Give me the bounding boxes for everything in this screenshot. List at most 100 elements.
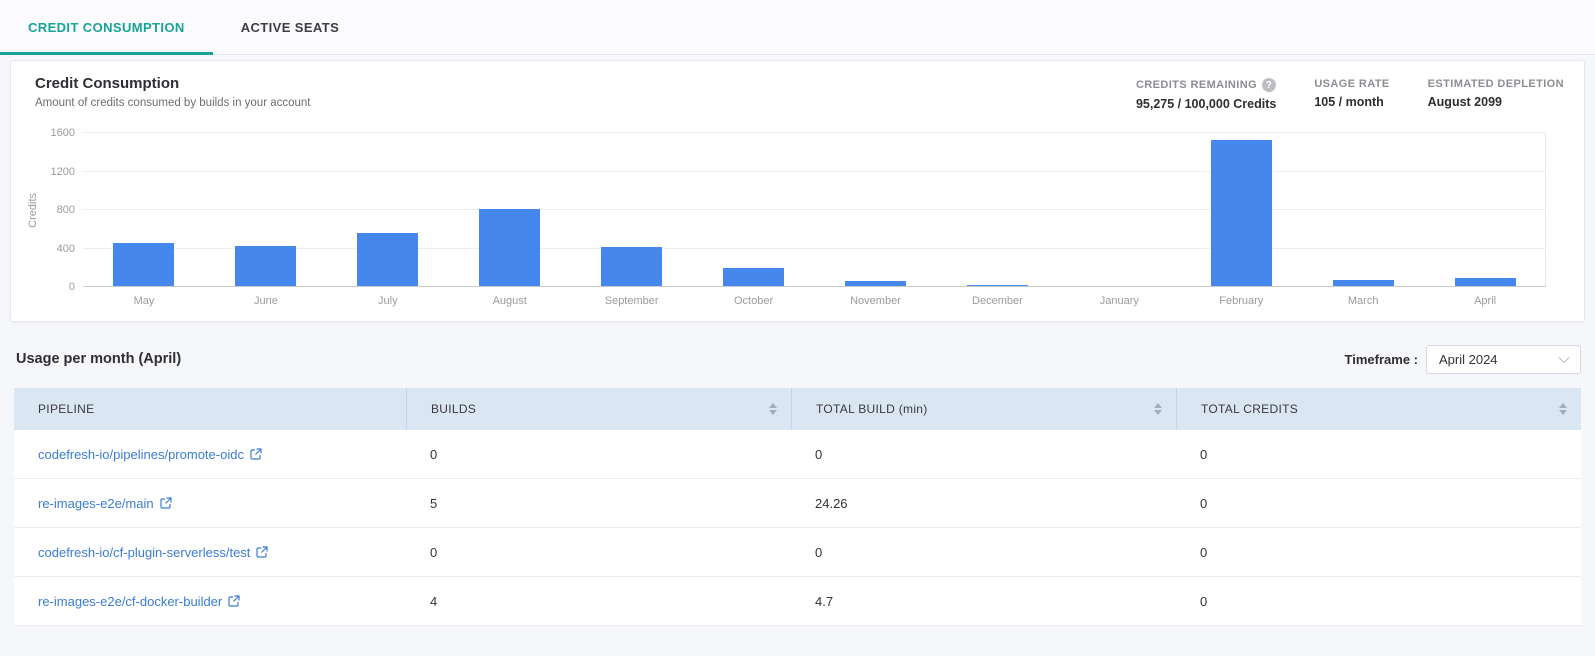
y-axis-ticks: 0 400 800 1200 1600 [41,127,83,293]
usage-stats: CREDITS REMAINING ? 95,275 / 100,000 Cre… [1136,75,1564,111]
pipeline-link[interactable]: re-images-e2e/cf-docker-builder [38,594,240,609]
sort-icon[interactable] [1154,403,1162,415]
usage-section-header: Usage per month (April) Timeframe : Apri… [0,344,1595,374]
x-axis-tick-label: March [1347,295,1379,307]
x-axis-tick-label: August [492,295,527,307]
column-header-total-credits[interactable]: TOTAL CREDITS [1176,388,1581,430]
y-axis-title: Credits [27,192,39,228]
x-axis-tick-label: April [1474,295,1497,307]
column-header-builds[interactable]: BUILDS [406,388,791,430]
stat-credits-remaining: CREDITS REMAINING ? 95,275 / 100,000 Cre… [1136,78,1276,111]
table-row: codefresh-io/pipelines/promote-oidc 0 0 … [14,430,1581,479]
chart-header: Credit Consumption Amount of credits con… [25,75,1564,111]
usage-table: PIPELINE BUILDS TOTAL BUILD (min) TOTAL … [14,388,1581,626]
total-build-cell: 24.26 [815,495,848,511]
gridline [83,286,1546,287]
pipeline-link[interactable]: codefresh-io/pipelines/promote-oidc [38,447,262,462]
chart-subtitle: Amount of credits consumed by builds in … [35,97,311,109]
sort-icon[interactable] [1559,403,1567,415]
column-header-pipeline[interactable]: PIPELINE [14,388,406,430]
chart-plot-area [83,132,1546,287]
total-build-cell: 0 [815,544,823,560]
table-row: re-images-e2e/main 5 24.26 0 [14,479,1581,528]
builds-cell: 0 [430,544,438,560]
pipeline-link[interactable]: codefresh-io/cf-plugin-serverless/test [38,544,269,560]
external-link-icon [228,595,240,607]
stat-usage-rate-label: USAGE RATE [1314,78,1390,90]
x-axis-tick-label: June [253,295,278,307]
y-axis-tick-label: 800 [56,204,75,216]
bar-august [479,209,541,287]
chart-title: Credit Consumption [35,75,180,92]
table-row: codefresh-io/cf-plugin-serverless/test 0… [14,528,1581,577]
credit-consumption-bar-chart: Credits 0 400 800 1200 1600 May June July Augus… [25,127,1564,315]
timeframe-select[interactable]: April 2024 [1426,344,1581,374]
stat-estimated-depletion: ESTIMATED DEPLETION August 2099 [1428,78,1564,111]
sort-icon[interactable] [769,403,777,415]
timeframe-selected-value: April 2024 [1439,351,1498,367]
x-axis-tick-label: January [1099,295,1139,307]
tab-active-seats[interactable]: ACTIVE SEATS [240,19,340,35]
pipeline-link[interactable]: re-images-e2e/main [38,496,172,511]
pipeline-name: codefresh-io/pipelines/promote-oidc [38,446,244,462]
timeframe-control: Timeframe : April 2024 [1344,344,1581,374]
pipeline-name: codefresh-io/cf-plugin-serverless/test [38,544,251,560]
bar-march [1332,280,1394,287]
builds-cell: 0 [430,446,438,462]
external-link-icon [250,448,262,460]
total-credits-cell: 0 [1200,446,1208,462]
usage-section-title: Usage per month (April) [16,351,182,367]
y-axis-tick-label: 1200 [50,165,75,178]
x-axis-tick-label: November [850,295,901,307]
column-header-total-build[interactable]: TOTAL BUILD (min) [791,388,1176,430]
chevron-down-icon [1558,353,1570,366]
gridline [83,170,1546,172]
builds-cell: 5 [430,495,438,511]
x-axis-tick-label: July [378,295,398,307]
pipeline-name: re-images-e2e/cf-docker-builder [38,593,223,609]
x-axis-tick-label: February [1219,295,1264,307]
stat-estimated-depletion-label: ESTIMATED DEPLETION [1427,78,1564,90]
external-link-icon [256,546,269,558]
help-icon[interactable]: ? [1262,78,1277,92]
tab-credit-consumption[interactable]: CREDIT CONSUMPTION [0,0,213,55]
y-axis-tick-label: 400 [56,242,75,255]
table-header-row: PIPELINE BUILDS TOTAL BUILD (min) TOTAL … [14,388,1581,430]
gridline [83,247,1546,249]
stat-credits-remaining-label: CREDITS REMAINING [1135,79,1258,91]
x-axis-tick-label: December [972,295,1023,307]
bar-september [601,246,663,287]
bar-november [845,280,906,287]
x-axis-labels: May June July August September October Novembe… [83,295,1546,307]
pipeline-name: re-images-e2e/main [38,495,154,511]
stat-estimated-depletion-value: August 2099 [1427,95,1502,109]
y-axis-tick-label: 0 [68,281,75,293]
bar-may [113,242,175,287]
bar-june [235,245,297,287]
builds-cell: 4 [430,593,438,609]
chart-bars [83,133,1546,287]
bar-october [723,267,785,287]
total-build-cell: 0 [815,446,823,462]
tab-bar: CREDIT CONSUMPTION ACTIVE SEATS [0,0,1595,55]
column-header-builds-label: BUILDS [431,402,477,416]
gridline [83,209,1546,210]
x-axis-tick-label: October [734,295,774,307]
bar-february [1210,139,1272,287]
stat-usage-rate-value: 105 / month [1314,95,1384,109]
bar-december [966,284,1028,287]
timeframe-label: Timeframe : [1344,351,1418,367]
x-axis-tick-label: May [133,295,155,307]
x-axis-tick-label: September [604,295,659,307]
total-credits-cell: 0 [1200,593,1208,609]
total-credits-cell: 0 [1200,544,1208,560]
y-axis-tick-label: 1600 [50,127,75,139]
total-credits-cell: 0 [1200,495,1208,511]
stat-usage-rate: USAGE RATE 105 / month [1314,78,1389,111]
total-build-cell: 4.7 [815,593,834,609]
table-row: re-images-e2e/cf-docker-builder 4 4.7 0 [14,577,1581,626]
bar-july [357,233,419,287]
external-link-icon [160,497,172,509]
column-header-total-build-label: TOTAL BUILD (min) [816,402,928,416]
stat-credits-remaining-value: 95,275 / 100,000 Credits [1135,97,1277,111]
